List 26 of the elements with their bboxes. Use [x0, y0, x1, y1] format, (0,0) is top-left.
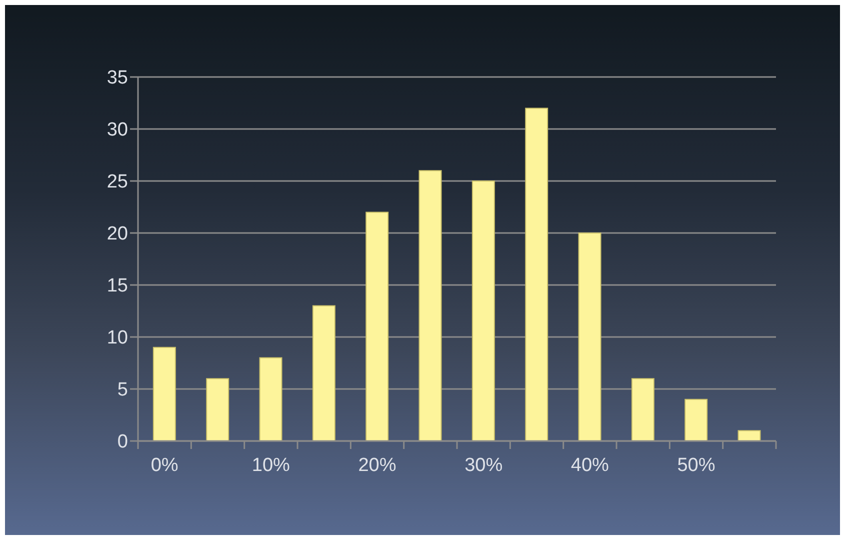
y-tick-label: 5: [117, 380, 128, 401]
bar: [152, 346, 176, 441]
y-tick-label: 10: [106, 328, 128, 349]
bar: [578, 232, 602, 441]
x-tick-label: 0%: [150, 455, 178, 476]
x-tick-label: 10%: [252, 455, 290, 476]
bar: [206, 378, 230, 441]
bar: [631, 378, 654, 441]
bar: [525, 108, 548, 441]
y-tick-label: 25: [106, 172, 128, 193]
x-tick-label: 20%: [358, 455, 396, 476]
y-tick-label: 30: [106, 120, 128, 141]
bar: [312, 305, 336, 441]
x-tick-label: 50%: [677, 455, 716, 476]
bar: [738, 430, 761, 441]
bar: [418, 170, 442, 441]
bar: [259, 357, 282, 441]
y-tick-label: 0: [117, 432, 128, 453]
bar: [366, 212, 389, 441]
x-tick-label: 40%: [570, 455, 610, 476]
x-tick-label: 30%: [464, 455, 503, 476]
bar: [684, 398, 708, 441]
bar: [472, 180, 495, 441]
y-tick-label: 35: [106, 68, 128, 89]
y-tick-label: 20: [106, 224, 128, 245]
y-tick-label: 15: [106, 276, 128, 297]
